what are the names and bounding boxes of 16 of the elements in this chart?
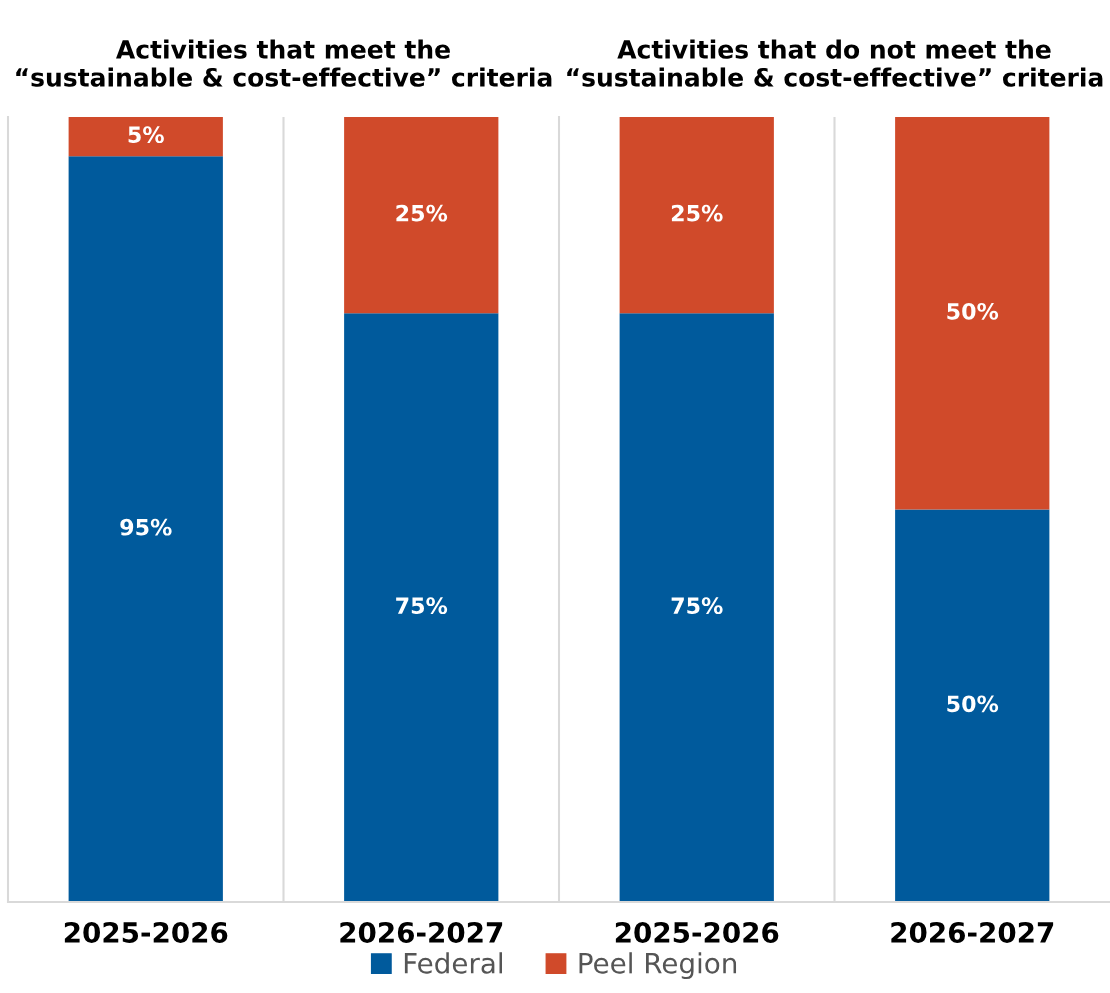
data-label: 5% xyxy=(128,126,164,144)
data-label: 50% xyxy=(947,302,999,320)
legend-label: Federal xyxy=(404,952,502,974)
data-label: 25% xyxy=(396,204,448,222)
data-label: 50% xyxy=(947,695,999,713)
data-label: 75% xyxy=(671,597,723,615)
x-tick-label: 2025-2026 xyxy=(615,921,779,943)
data-label: 95% xyxy=(120,518,172,536)
chart-title: Activities that meet the “sustainable & cost-effective” criteria xyxy=(16,39,552,87)
legend-label: Peel Region xyxy=(579,952,737,980)
data-label: 75% xyxy=(396,597,448,615)
data-label: 25% xyxy=(671,204,723,222)
x-tick-label: 2026-2027 xyxy=(340,921,503,943)
chart-title: Activities that do not meet the “sustainable & cost-effective” criteria xyxy=(567,39,1103,87)
x-tick-label: 2025-2026 xyxy=(64,921,228,943)
x-tick-label: 2026-2027 xyxy=(891,921,1054,943)
